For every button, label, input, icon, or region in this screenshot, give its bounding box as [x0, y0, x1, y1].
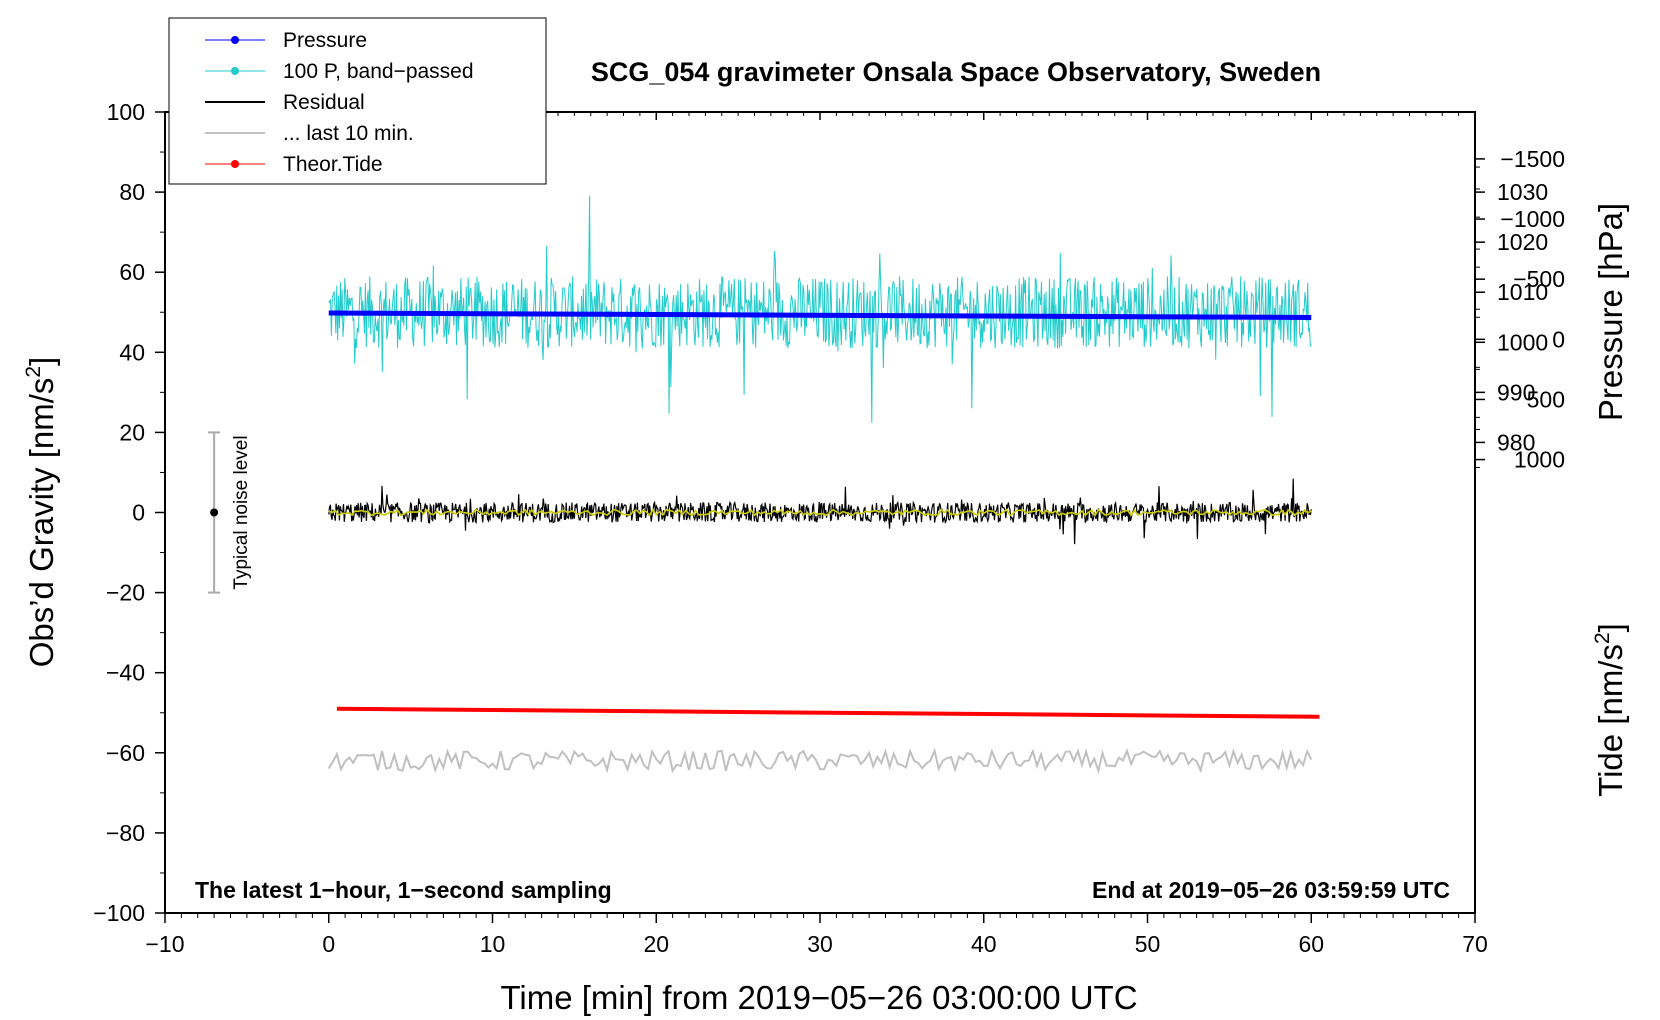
x-tick-label: 40	[971, 931, 997, 957]
y-tick-label: 100	[107, 99, 145, 125]
x-axis-label: Time [min] from 2019−05−26 03:00:00 UTC	[500, 979, 1137, 1016]
y-label-left-end: ]	[23, 357, 60, 366]
y-axis-label-pressure: Pressure [hPa]	[1592, 203, 1629, 421]
legend-entries: Pressure 100 P, band−passed Residual ... la…	[205, 29, 474, 176]
x-tick-label: 0	[322, 931, 335, 957]
ticks-layer: −10 0 10 20 30 40 50 60 70−100−80−60−40−20020406…	[93, 99, 1565, 957]
noise-bar: Typical noise level	[208, 431, 252, 594]
legend-label: Pressure	[283, 29, 367, 52]
y-label-left-main: Obs’d Gravity [nm/s	[23, 378, 60, 668]
y-tick-label: −80	[106, 820, 145, 846]
y-axis-label-tide: Tide [nm/s2]	[1591, 623, 1629, 797]
tide-tick-label: −1000	[1500, 206, 1565, 232]
y-label-tide-main: Tide [nm/s	[1592, 644, 1629, 797]
y-tick-label: −20	[106, 580, 145, 606]
legend-label: 100 P, band−passed	[283, 60, 474, 83]
x-tick-label: 70	[1462, 931, 1488, 957]
noise-bar-center-dot	[210, 508, 219, 517]
note-bottom-right: End at 2019−05−26 03:59:59 UTC	[1092, 877, 1450, 903]
legend-swatch-marker	[231, 160, 239, 168]
pressure-tick-label: 1010	[1497, 279, 1548, 305]
series-pressure	[328, 310, 1312, 320]
y-label-tide-sup: 2	[1591, 632, 1614, 644]
series-theor-tide	[336, 706, 1320, 719]
series-last-10-min	[327, 747, 1313, 775]
x-tick-label: 60	[1298, 931, 1324, 957]
y-tick-label: 0	[132, 500, 145, 526]
legend-swatch-marker	[231, 67, 239, 75]
legend-label: Theor.Tide	[283, 153, 383, 176]
x-tick-label: 10	[480, 931, 506, 957]
y-tick-label: 60	[119, 259, 145, 285]
series-smoothed-residual	[328, 508, 1312, 517]
y-tick-label: −100	[93, 900, 145, 926]
tide-tick-label: −1500	[1500, 146, 1565, 172]
legend-swatch-marker	[231, 36, 239, 44]
series-layer	[327, 195, 1320, 775]
tide-tick-label: 0	[1552, 326, 1565, 352]
note-bottom-left: The latest 1−hour, 1−second sampling	[195, 877, 612, 903]
chart-title: SCG_054 gravimeter Onsala Space Observat…	[591, 57, 1321, 87]
pressure-tick-label: 980	[1497, 429, 1535, 455]
noise-bar-label: Typical noise level	[231, 435, 252, 589]
pressure-tick-label: 990	[1497, 379, 1535, 405]
x-tick-label: 20	[643, 931, 669, 957]
pressure-tick-label: 1000	[1497, 329, 1548, 355]
y-tick-label: 20	[119, 419, 145, 445]
y-tick-label: −40	[106, 660, 145, 686]
x-tick-label: 30	[807, 931, 833, 957]
legend-label: ... last 10 min.	[283, 122, 414, 145]
legend: Pressure 100 P, band−passed Residual ... la…	[168, 17, 547, 185]
tide-tick-label: −500	[1513, 266, 1565, 292]
y-tick-label: −60	[106, 740, 145, 766]
x-tick-label: −10	[145, 931, 184, 957]
legend-label: Residual	[283, 91, 365, 114]
y-tick-label: 40	[119, 339, 145, 365]
y-label-left-sup: 2	[22, 366, 45, 378]
pressure-tick-label: 1030	[1497, 179, 1548, 205]
series-band-passed	[328, 195, 1312, 423]
x-tick-label: 50	[1135, 931, 1161, 957]
legend-box	[168, 17, 547, 185]
pressure-tick-label: 1020	[1497, 229, 1548, 255]
y-axis-label-left: Obs’d Gravity [nm/s2]	[22, 357, 60, 668]
tide-tick-label: 500	[1527, 386, 1565, 412]
y-label-tide-end: ]	[1592, 623, 1629, 632]
tide-tick-label: 1000	[1514, 447, 1565, 473]
y-tick-label: 80	[119, 179, 145, 205]
series-residual	[328, 478, 1312, 545]
